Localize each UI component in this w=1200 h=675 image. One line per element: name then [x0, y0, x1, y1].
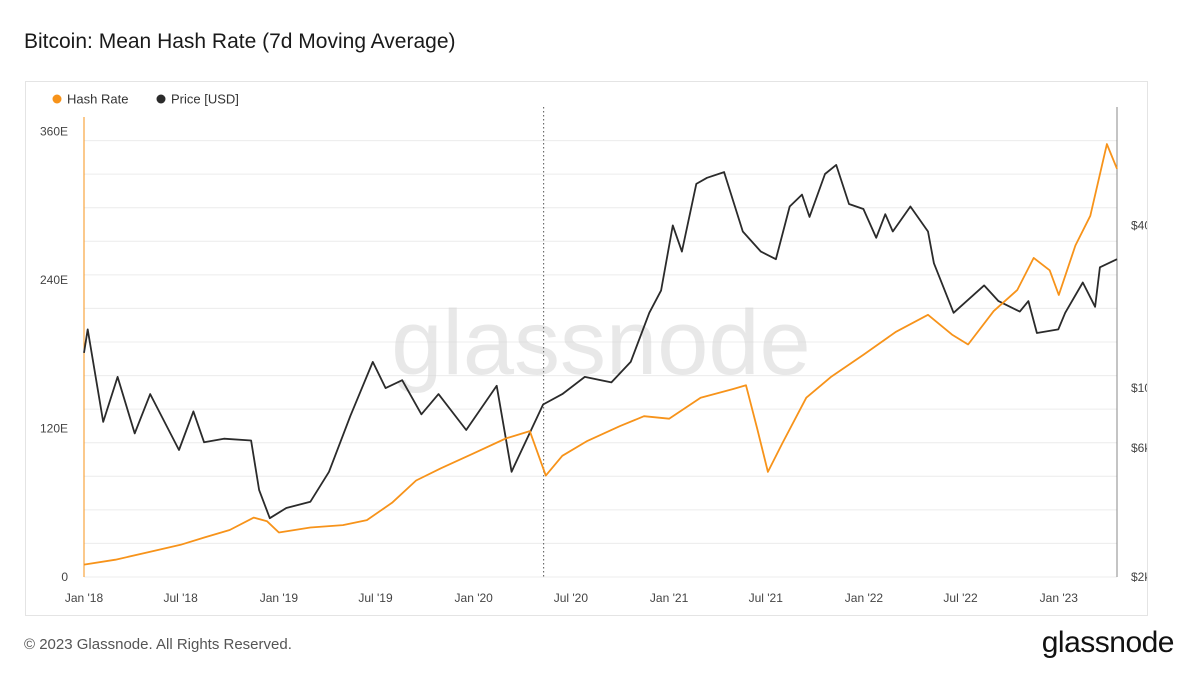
- legend-price-dot[interactable]: [156, 94, 166, 104]
- x-tick-label: Jul '18: [163, 591, 198, 605]
- right-tick-label: $2k: [1131, 570, 1147, 584]
- x-tick-label: Jan '23: [1040, 591, 1079, 605]
- page-title: Bitcoin: Mean Hash Rate (7d Moving Avera…: [24, 30, 456, 53]
- chart-svg: glassnode 0 120E 240E 360E $2k $6k $10k $40k Jan…: [40, 92, 1158, 606]
- right-tick-label: $10k: [1131, 381, 1147, 395]
- copyright-footer: © 2023 Glassnode. All Rights Reserved.: [24, 636, 292, 653]
- legend: Hash Rate Price [USD]: [52, 92, 239, 107]
- left-tick-label: 240E: [40, 273, 68, 287]
- x-tick-label: Jan '21: [650, 591, 689, 605]
- x-tick-label: Jan '20: [455, 591, 494, 605]
- x-tick-label: Jan '22: [845, 591, 884, 605]
- glassnode-logo[interactable]: glassnode: [1041, 626, 1175, 659]
- legend-hash-rate-dot[interactable]: [52, 94, 62, 104]
- grid: [84, 140, 1117, 578]
- legend-hash-rate-label[interactable]: Hash Rate: [67, 92, 128, 107]
- hash-rate-line: [83, 143, 1118, 566]
- left-tick-label: 0: [61, 570, 68, 584]
- right-tick-label: $6k: [1131, 441, 1147, 455]
- left-tick-label: 360E: [40, 125, 68, 139]
- x-tick-label: Jul '21: [749, 591, 784, 605]
- left-tick-label: 120E: [40, 422, 68, 436]
- x-tick-label: Jan '18: [65, 591, 104, 605]
- watermark-text: glassnode: [391, 292, 810, 394]
- x-tick-label: Jan '19: [260, 591, 299, 605]
- series-layer: [83, 143, 1118, 566]
- x-tick-label: Jul '19: [358, 591, 393, 605]
- chart-panel: glassnode 0 120E 240E 360E $2k $6k $10k $40k Jan…: [25, 81, 1158, 616]
- legend-price-label[interactable]: Price [USD]: [171, 92, 239, 107]
- right-tick-label: $40k: [1131, 218, 1147, 232]
- price-line: [83, 164, 1118, 520]
- axis-labels: 0 120E 240E 360E $2k $6k $10k $40k Jan '18 Jul '1…: [40, 125, 1158, 605]
- x-tick-label: Jul '22: [943, 591, 978, 605]
- x-tick-label: Jul '20: [554, 591, 589, 605]
